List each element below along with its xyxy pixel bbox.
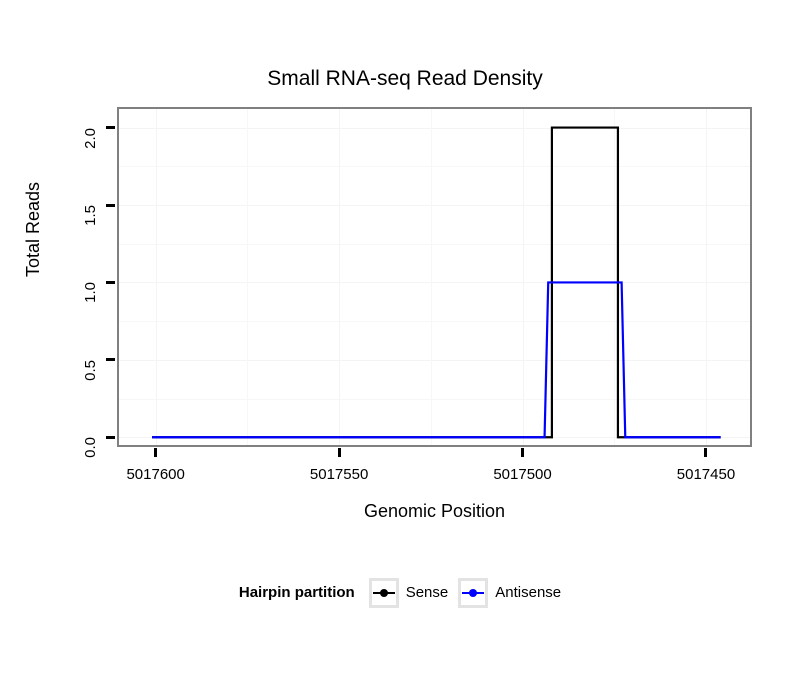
x-axis-tick-mark — [337, 448, 341, 457]
gridline-horizontal-minor — [119, 399, 750, 400]
gridline-vertical-minor — [614, 109, 615, 445]
y-axis-tick-mark — [106, 203, 115, 207]
legend-item-sense[interactable]: Sense — [368, 578, 449, 608]
x-axis-tick-mark — [704, 448, 708, 457]
legend-key-point — [379, 589, 388, 597]
legend-item-label: Sense — [405, 584, 449, 601]
y-axis-tick-label: 0.5 — [82, 359, 99, 381]
gridline-vertical — [523, 109, 524, 445]
y-axis-tick-label-wrap: 1.5 — [0, 197, 100, 226]
series-line-sense — [152, 126, 721, 439]
gridline-vertical — [706, 109, 707, 445]
y-axis-tick-label-wrap: 0.5 — [0, 352, 100, 381]
y-axis-tick-mark — [106, 126, 115, 130]
line-point-icon — [368, 578, 399, 608]
plot-panel — [117, 107, 752, 447]
y-axis-tick-mark — [106, 435, 115, 439]
series-line-antisense — [152, 281, 721, 439]
y-axis-tick-mark — [106, 280, 115, 284]
y-axis-tick-label: 0.0 — [82, 437, 99, 459]
gridline-horizontal — [119, 360, 750, 361]
x-axis-tick-label: 5017500 — [493, 466, 552, 483]
gridline-vertical-minor — [247, 109, 248, 445]
x-axis-tick-label: 5017550 — [309, 466, 369, 483]
legend-key-point — [469, 589, 478, 597]
gridline-vertical — [339, 109, 340, 445]
x-axis-tick-label: 5017450 — [676, 466, 736, 483]
legend-item-label: Antisense — [495, 584, 562, 601]
x-axis-tick-mark — [154, 448, 158, 457]
data-series-layer — [152, 126, 721, 439]
y-axis-tick-label: 1.0 — [82, 282, 99, 304]
y-axis-tick-label: 2.0 — [82, 127, 99, 149]
gridline-vertical-minor — [431, 109, 432, 445]
gridline-horizontal-minor — [119, 166, 750, 167]
legend-title: Hairpin partition — [238, 584, 355, 601]
legend-items: Sense Antisense — [368, 578, 571, 608]
x-axis-title: Genomic Position — [363, 501, 506, 521]
gridline-horizontal-minor — [119, 244, 750, 245]
plot-panel-inner — [119, 109, 750, 445]
gridline-horizontal — [119, 282, 750, 283]
gridline-horizontal — [119, 205, 750, 206]
y-axis-tick-label-wrap: 0.0 — [0, 429, 100, 458]
gridline-horizontal — [119, 128, 750, 129]
line-point-icon — [458, 578, 489, 608]
y-axis-tick-label: 1.5 — [82, 205, 99, 226]
y-axis-tick-mark — [106, 358, 115, 362]
gridline-vertical — [156, 109, 157, 445]
x-axis-tick-label: 5017600 — [126, 466, 185, 483]
gridline-horizontal-minor — [119, 321, 750, 322]
y-axis-tick-label-wrap: 2.0 — [0, 120, 100, 149]
legend-item-antisense[interactable]: Antisense — [458, 578, 561, 608]
chart-title: Small RNA-seq Read Density — [267, 67, 543, 90]
y-axis-tick-label-wrap: 1.0 — [0, 274, 100, 303]
legend: Hairpin partition Sense Antisense — [0, 578, 810, 608]
x-axis-tick-mark — [521, 448, 525, 457]
